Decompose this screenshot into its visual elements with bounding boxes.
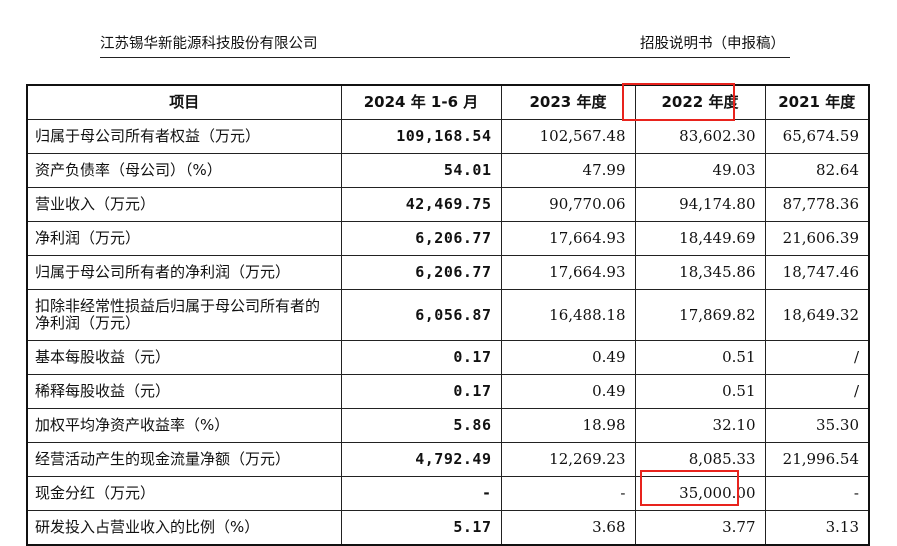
row-label: 基本每股收益（元） [26,340,342,375]
table-row: 资产负债率（母公司）（%） 54.01 47.99 49.03 82.64 [26,153,870,188]
cell-2024h1: 109,168.54 [340,119,502,154]
row-label: 研发投入占营业收入的比例（%） [26,510,342,546]
cell-2021: 82.64 [764,153,870,188]
header-2023: 2023 年度 [500,84,636,120]
cell-2024h1: 42,469.75 [340,187,502,222]
financial-indicators-table: 项目 2024 年 1-6 月 2023 年度 2022 年度 2021 年度 … [26,84,870,546]
row-label: 扣除非经常性损益后归属于母公司所有者的净利润（万元） [26,289,342,341]
cell-2021: 3.13 [764,510,870,546]
table-row: 经营活动产生的现金流量净额（万元） 4,792.49 12,269.23 8,0… [26,442,870,477]
highlight-box-2022-dividend [640,470,739,506]
row-label: 营业收入（万元） [26,187,342,222]
header-divider [100,57,790,58]
cell-2023: 3.68 [500,510,636,546]
cell-2024h1: 0.17 [340,340,502,375]
cell-2022: 17,869.82 [634,289,766,341]
row-label: 净利润（万元） [26,221,342,256]
cell-2023: 0.49 [500,340,636,375]
header-2022: 2022 年度 [634,84,766,120]
cell-2024h1: 5.17 [340,510,502,546]
company-name: 江苏锡华新能源科技股份有限公司 [100,36,318,52]
cell-2024h1: 6,206.77 [340,255,502,290]
cell-2023: - [500,476,636,511]
row-label: 归属于母公司所有者权益（万元） [26,119,342,154]
cell-2024h1: 0.17 [340,374,502,409]
row-label: 现金分红（万元） [26,476,342,511]
cell-2021: / [764,374,870,409]
cell-2022: 94,174.80 [634,187,766,222]
table-row: 稀释每股收益（元） 0.17 0.49 0.51 / [26,374,870,409]
cell-2021: 18,649.32 [764,289,870,341]
table-row: 现金分红（万元） - - 35,000.00 - [26,476,870,511]
header-2021: 2021 年度 [764,84,870,120]
table-header-row: 项目 2024 年 1-6 月 2023 年度 2022 年度 2021 年度 [26,84,870,120]
cell-2022: 18,345.86 [634,255,766,290]
row-label: 稀释每股收益（元） [26,374,342,409]
cell-2023: 0.49 [500,374,636,409]
cell-2021: / [764,340,870,375]
cell-2021: 18,747.46 [764,255,870,290]
table-row: 净利润（万元） 6,206.77 17,664.93 18,449.69 21,… [26,221,870,256]
cell-2021: 21,996.54 [764,442,870,477]
cell-2021: 87,778.36 [764,187,870,222]
cell-2023: 17,664.93 [500,255,636,290]
cell-2024h1: - [340,476,502,511]
header-2024h1: 2024 年 1-6 月 [340,84,502,120]
cell-2023: 102,567.48 [500,119,636,154]
cell-2024h1: 6,056.87 [340,289,502,341]
table-row: 归属于母公司所有者的净利润（万元） 6,206.77 17,664.93 18,… [26,255,870,290]
cell-2022: 49.03 [634,153,766,188]
row-label: 归属于母公司所有者的净利润（万元） [26,255,342,290]
row-label: 资产负债率（母公司）（%） [26,153,342,188]
row-label: 加权平均净资产收益率（%） [26,408,342,443]
table-row: 加权平均净资产收益率（%） 5.86 18.98 32.10 35.30 [26,408,870,443]
cell-2022: 18,449.69 [634,221,766,256]
cell-2023: 47.99 [500,153,636,188]
cell-2022: 0.51 [634,340,766,375]
cell-2022: 83,602.30 [634,119,766,154]
table-row: 营业收入（万元） 42,469.75 90,770.06 94,174.80 8… [26,187,870,222]
row-label: 经营活动产生的现金流量净额（万元） [26,442,342,477]
cell-2023: 12,269.23 [500,442,636,477]
cell-2022: 32.10 [634,408,766,443]
header-item: 项目 [26,84,342,120]
cell-2023: 17,664.93 [500,221,636,256]
cell-2023: 16,488.18 [500,289,636,341]
cell-2022: 0.51 [634,374,766,409]
cell-2024h1: 4,792.49 [340,442,502,477]
cell-2023: 18.98 [500,408,636,443]
table-row: 归属于母公司所有者权益（万元） 109,168.54 102,567.48 83… [26,119,870,154]
cell-2024h1: 54.01 [340,153,502,188]
cell-2022: 3.77 [634,510,766,546]
cell-2021: 65,674.59 [764,119,870,154]
table-row: 扣除非经常性损益后归属于母公司所有者的净利润（万元） 6,056.87 16,4… [26,289,870,341]
table-row: 基本每股收益（元） 0.17 0.49 0.51 / [26,340,870,375]
cell-2021: 35.30 [764,408,870,443]
highlight-box-2022-header [622,83,735,121]
document-type: 招股说明书（申报稿） [640,36,785,52]
table-row: 研发投入占营业收入的比例（%） 5.17 3.68 3.77 3.13 [26,510,870,546]
cell-2021: - [764,476,870,511]
cell-2021: 21,606.39 [764,221,870,256]
cell-2024h1: 5.86 [340,408,502,443]
cell-2024h1: 6,206.77 [340,221,502,256]
cell-2023: 90,770.06 [500,187,636,222]
